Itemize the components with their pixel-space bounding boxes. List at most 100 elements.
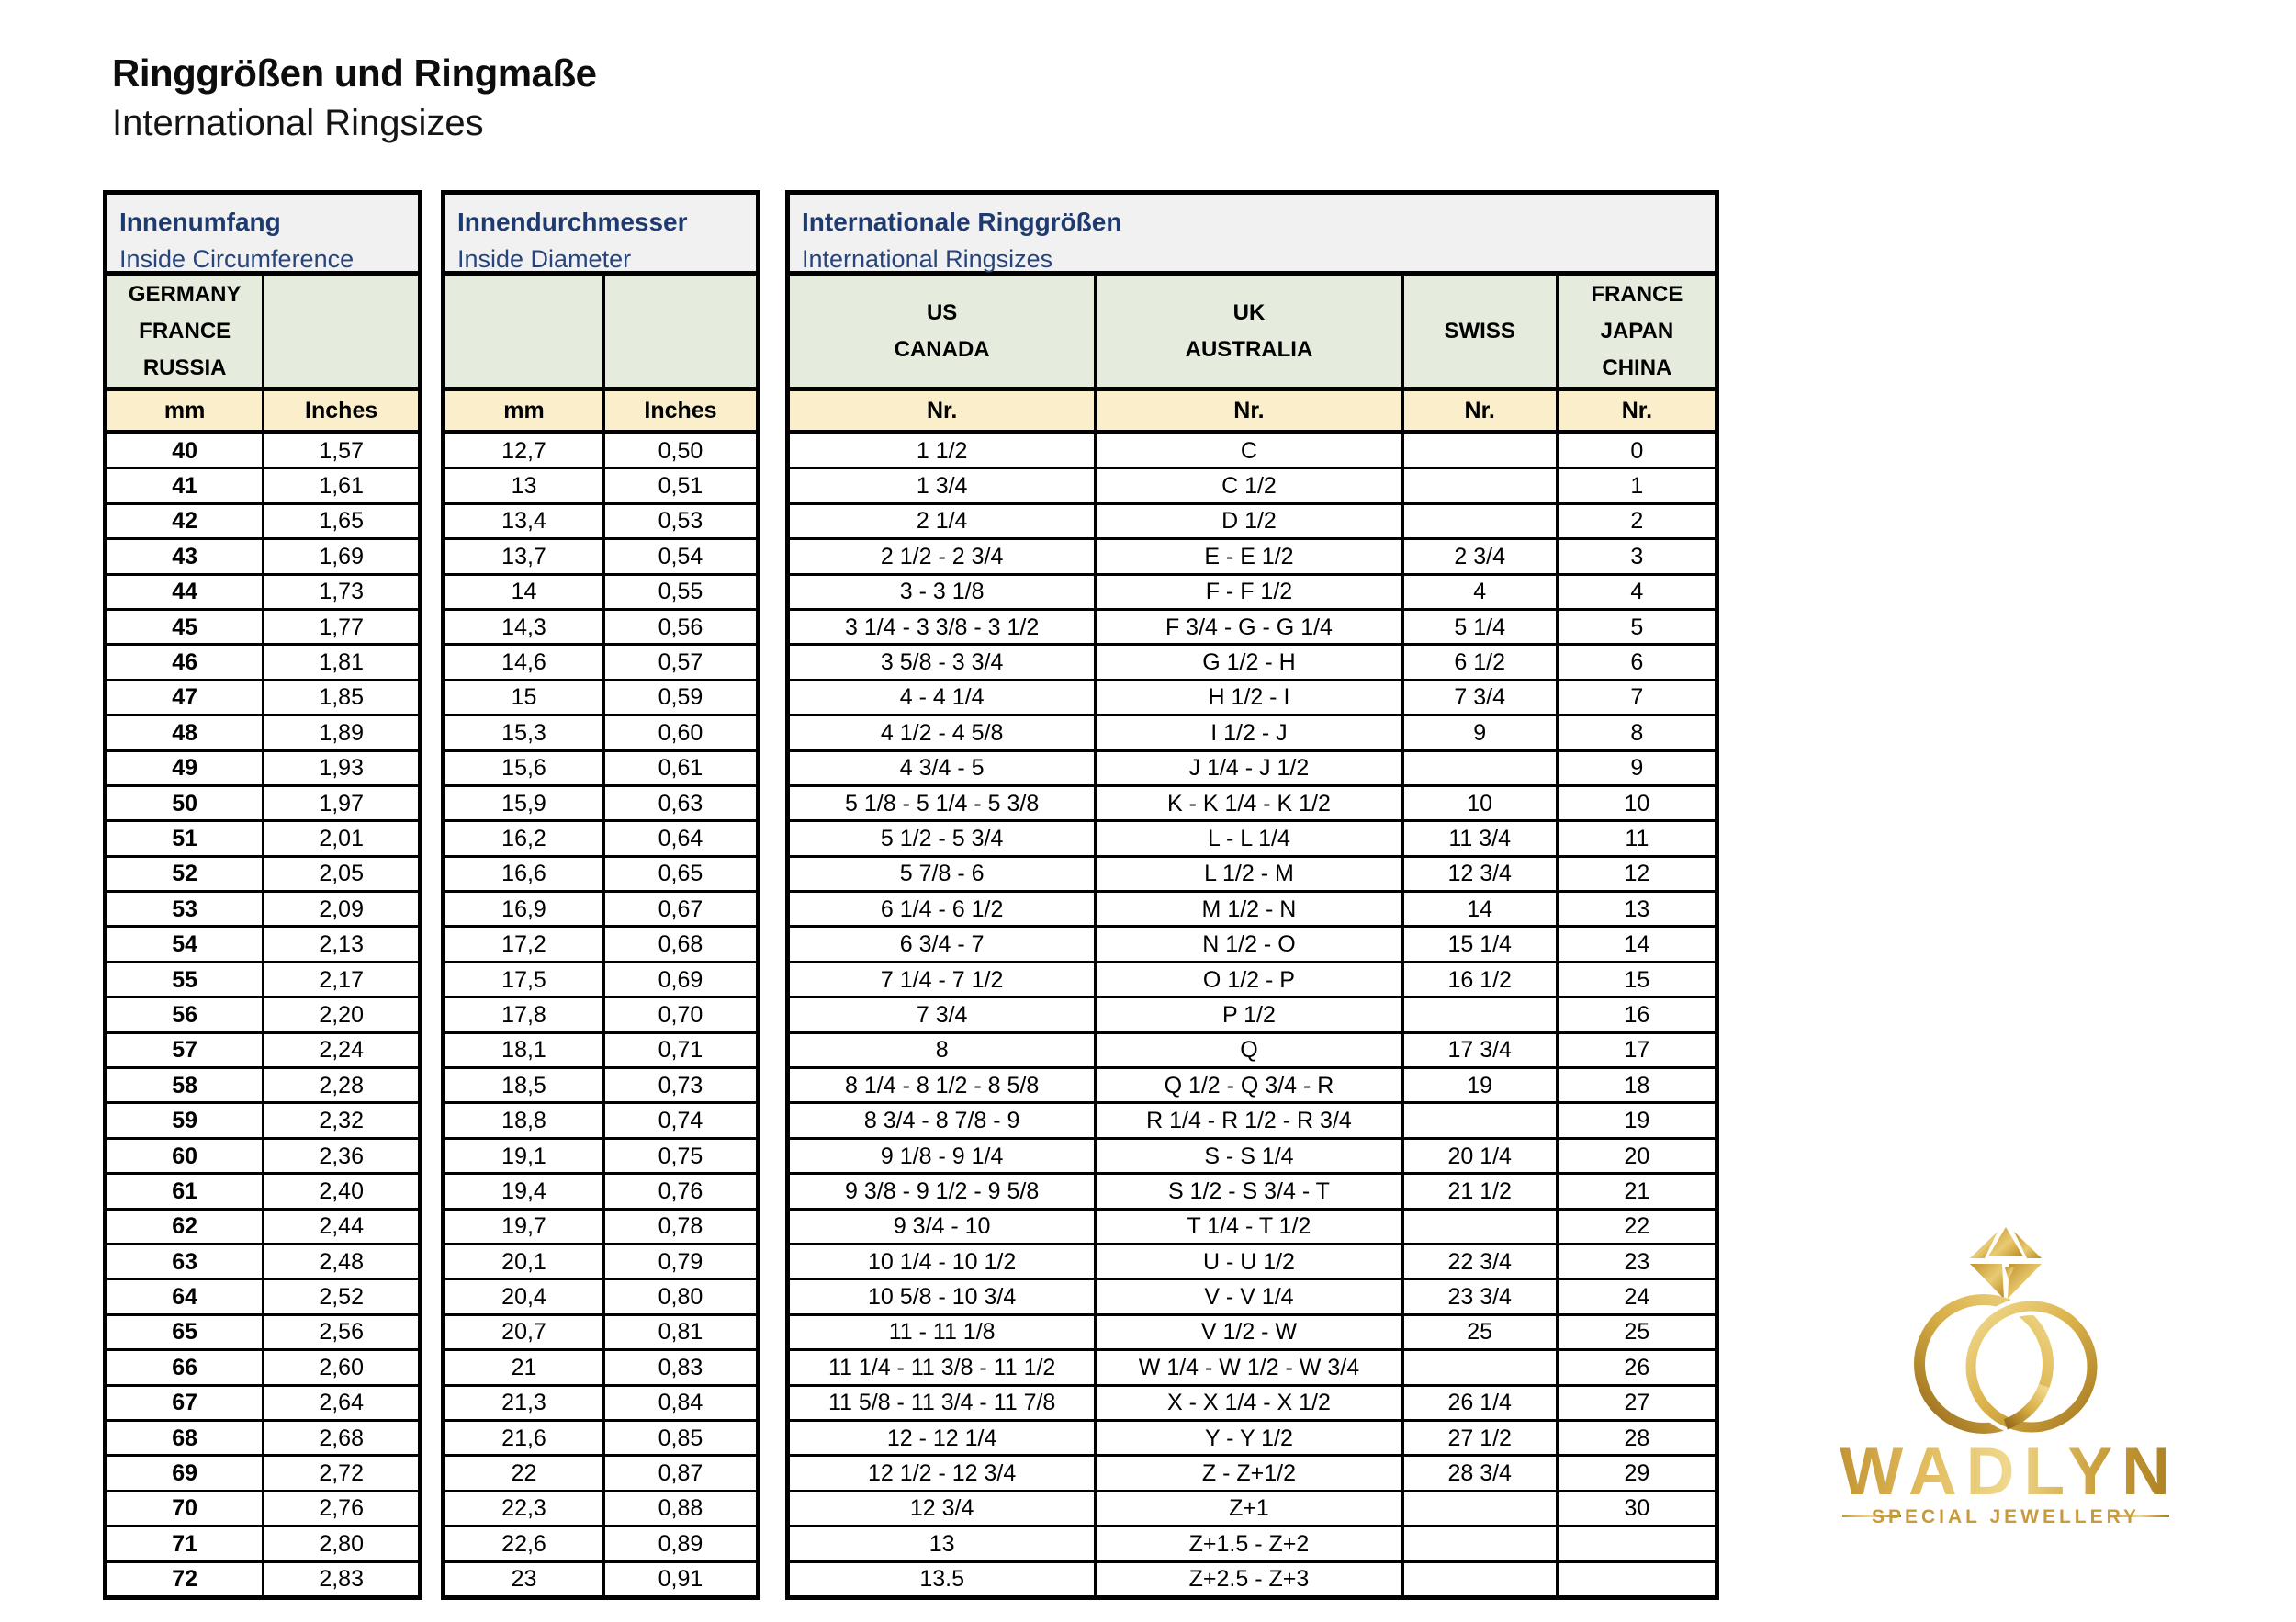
value-cell: 24	[1555, 1280, 1715, 1313]
value-cell: 20	[1555, 1139, 1715, 1173]
value-cell: 57	[172, 1037, 198, 1064]
value-cell	[1555, 1527, 1715, 1560]
value-cell: 30	[1555, 1492, 1715, 1526]
value-cell: 11 1/4 - 11 3/8 - 11 1/2	[827, 1354, 1056, 1380]
value-cell: 0,73	[602, 1069, 756, 1102]
value-cell: 8 1/4 - 8 1/2 - 8 5/8	[845, 1072, 1040, 1098]
table-row: 16,9 0,67	[445, 890, 756, 926]
country-header-cell	[262, 276, 418, 387]
value-cell: 10	[1400, 786, 1556, 820]
value-cell	[1400, 434, 1556, 467]
value-cell: 19,7	[501, 1213, 546, 1240]
value-cell: 64	[172, 1284, 198, 1311]
unit-header-cell: Inches	[602, 391, 756, 430]
value-cell: 21	[511, 1354, 537, 1380]
country-header-cell: GERMANY FRANCE RUSSIA	[107, 276, 262, 387]
value-cell: 41	[172, 473, 198, 500]
table-row: 13,7 0,54	[445, 537, 756, 573]
value-cell: 2,28	[262, 1069, 418, 1102]
value-cell: 0,70	[602, 998, 756, 1031]
table-row: 5 1/2 - 5 3/4 L - L 1/4 11 3/4 11	[790, 819, 1715, 855]
value-cell: 1,97	[262, 786, 418, 820]
table-row: 12 - 12 1/4 Y - Y 1/2 27 1/2 28	[790, 1418, 1715, 1455]
value-cell: 21 1/2	[1400, 1175, 1556, 1208]
value-cell: 11	[1555, 822, 1715, 855]
value-cell: 13	[1555, 893, 1715, 926]
value-cell: 1,81	[262, 646, 418, 679]
value-cell: 7 1/4 - 7 1/2	[880, 966, 1004, 993]
value-cell: 12 3/4	[909, 1495, 974, 1522]
value-cell: 14,3	[501, 614, 546, 640]
table-row: 18,5 0,73	[445, 1066, 756, 1102]
country-label: CANADA	[894, 336, 990, 362]
tagline-left-dash	[1842, 1515, 1901, 1517]
value-cell: 13,4	[501, 508, 546, 535]
table-row: 8 1/4 - 8 1/2 - 8 5/8 Q 1/2 - Q 3/4 - R 19…	[790, 1066, 1715, 1102]
value-cell: 2,83	[262, 1562, 418, 1595]
value-cell: 1,73	[262, 575, 418, 608]
table-row: 2 1/4 D 1/2 2	[790, 501, 1715, 538]
country-label: UK	[1232, 299, 1266, 325]
value-cell: 4	[1400, 575, 1556, 608]
country-header-cell: US CANADA	[790, 276, 1094, 387]
value-cell: 4 3/4 - 5	[899, 755, 985, 782]
value-cell: 16,6	[501, 861, 546, 887]
table-row: 9 1/8 - 9 1/4 S - S 1/4 20 1/4 20	[790, 1136, 1715, 1173]
table-title-block: Innenumfang Inside Circumference	[107, 195, 418, 276]
value-cell: 22	[511, 1460, 537, 1487]
value-cell: 27 1/2	[1400, 1421, 1556, 1455]
value-cell: 2 3/4	[1400, 540, 1556, 573]
value-cell: 22	[1555, 1210, 1715, 1243]
value-cell: 43	[172, 543, 198, 569]
table-row: 56 2,20	[107, 996, 418, 1031]
value-cell: S 1/2 - S 3/4 - T	[1094, 1175, 1400, 1208]
table-row: 63 2,48	[107, 1242, 418, 1278]
value-cell: 2,05	[262, 857, 418, 891]
value-cell: 16,2	[501, 825, 546, 851]
table-row: 47 1,85	[107, 678, 418, 715]
table-row: 14,3 0,56	[445, 607, 756, 644]
table-row: 18,1 0,71	[445, 1031, 756, 1067]
table-row: 21 0,83	[445, 1348, 756, 1384]
value-cell: 0,63	[602, 786, 756, 820]
value-cell: 8 3/4 - 8 7/8 - 9	[863, 1108, 1020, 1134]
table-title-en: International Ringsizes	[802, 245, 1053, 273]
value-cell: 2,32	[262, 1104, 418, 1137]
value-cell: 5 1/4	[1400, 610, 1556, 644]
value-cell: U - U 1/2	[1094, 1245, 1400, 1278]
unit-header-cell: Nr.	[1094, 391, 1400, 430]
value-cell: 11 3/4	[1400, 822, 1556, 855]
value-cell: 17,8	[501, 1001, 546, 1028]
value-cell: 9 1/8 - 9 1/4	[880, 1143, 1004, 1169]
value-cell: C	[1094, 434, 1400, 467]
table-row: 17,5 0,69	[445, 960, 756, 997]
value-cell: Q 1/2 - Q 3/4 - R	[1094, 1069, 1400, 1102]
table-title-de: Innenumfang	[119, 208, 281, 236]
table-row: 8 3/4 - 8 7/8 - 9 R 1/4 - R 1/2 - R 3/4 19	[790, 1101, 1715, 1137]
value-cell: 47	[172, 684, 198, 711]
logo-tagline-text: SPECIAL JEWELLERY	[1872, 1506, 2140, 1527]
value-cell: 6 1/4 - 6 1/2	[880, 895, 1004, 922]
value-cell: W 1/4 - W 1/2 - W 3/4	[1094, 1351, 1400, 1384]
value-cell: 2,40	[262, 1175, 418, 1208]
table-row: 15,3 0,60	[445, 714, 756, 749]
table-row: 45 1,77	[107, 607, 418, 644]
country-header-row: US CANADA UK AUSTRALIA SWISS FRANCE JAPAN CHINA	[790, 276, 1715, 391]
value-cell: 10 1/4 - 10 1/2	[868, 1248, 1017, 1275]
table-row: 54 2,13	[107, 925, 418, 961]
value-cell: 0,89	[602, 1527, 756, 1560]
unit-header-cell: mm	[163, 398, 206, 423]
value-cell: 0,85	[602, 1421, 756, 1455]
value-cell: 0,80	[602, 1280, 756, 1313]
value-cell: 17,5	[501, 966, 546, 993]
table-row: 52 2,05	[107, 854, 418, 891]
table-row: 10 1/4 - 10 1/2 U - U 1/2 22 3/4 23	[790, 1242, 1715, 1278]
table-row: 66 2,60	[107, 1348, 418, 1384]
table-row: 49 1,93	[107, 749, 418, 784]
value-cell: 18,1	[501, 1037, 546, 1064]
value-cell: 19	[1555, 1104, 1715, 1137]
value-cell: Z - Z+1/2	[1094, 1457, 1400, 1490]
value-cell: 2,72	[262, 1457, 418, 1490]
value-cell: D 1/2	[1094, 504, 1400, 538]
value-cell: 52	[172, 861, 198, 887]
